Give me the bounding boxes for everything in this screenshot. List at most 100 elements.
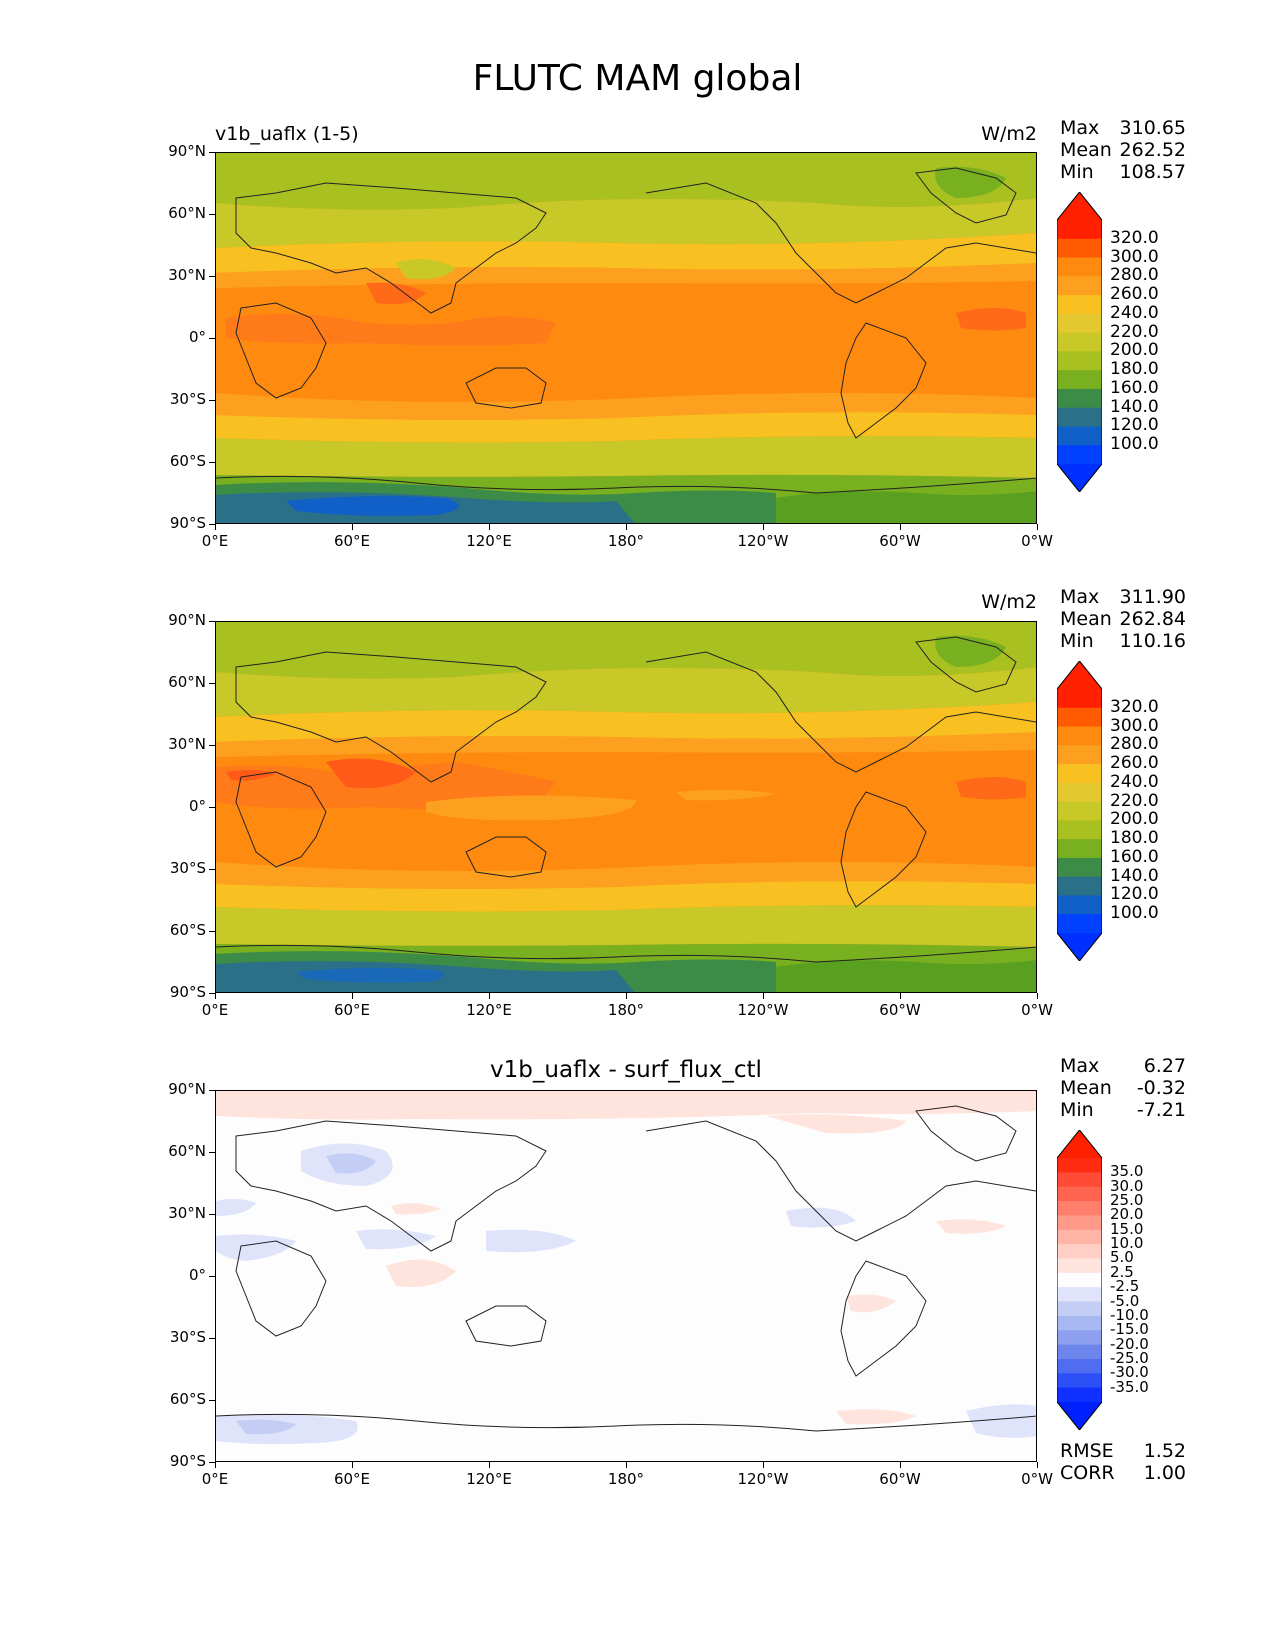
panel2-colorbar [1056,660,1103,962]
panel2-xtick-label: 180° [607,1001,645,1019]
panel3-colorbar-band [1057,1186,1102,1202]
panel1-xtick-label: 120°W [737,532,789,550]
panel2-xtick-label: 60°E [333,1001,371,1019]
panel1-stat-min-key: Min [1060,161,1094,183]
panel2-colorbar-label: 120.0 [1110,884,1159,905]
panel3-ytick-label: 30°S [169,1328,206,1346]
panel2-colorbar-label: 260.0 [1110,753,1159,774]
panel2-ytick-mark [209,807,215,809]
panel2-xtick-label: 60°W [879,1001,921,1019]
panel3-colorbar-band [1057,1172,1102,1188]
panel3-stat-corr-key: CORR [1060,1462,1115,1484]
panel3-stat-rmse-key: RMSE [1060,1440,1114,1462]
panel2-colorbar-label: 180.0 [1110,828,1159,849]
panel1-colorbar-band [1057,407,1102,427]
panel3-stat-mean: -0.32 [1136,1077,1186,1099]
panel3-title: v1b_uaflx - surf_flux_ctl [490,1057,762,1083]
panel3-colorbar-top-extend [1057,1130,1102,1158]
panel1-xtick-mark [489,524,491,530]
panel3-colorbar-band [1057,1301,1102,1317]
panel2-colorbar-band [1057,689,1102,709]
panel1-stat-max: 310.65 [1119,117,1186,139]
panel3-colorbar-band [1057,1201,1102,1216]
panel1-ytick-mark [209,214,215,216]
panel3-ytick-label: 60°S [169,1390,206,1408]
panel1-colorbar-band [1057,388,1102,409]
panel1-colorbar-band [1057,426,1102,446]
panel2-xtick-label: 0°E [201,1001,229,1019]
panel2-xtick-mark [215,993,217,999]
panel3-ytick-mark [209,1400,215,1402]
panel3-stat-rmse: 1.52 [1143,1440,1186,1462]
panel1-xtick-mark [215,524,217,530]
panel1-xtick-mark [352,524,354,530]
panel3-xtick-mark [900,1462,902,1468]
panel3-colorbar-label: 30.0 [1110,1176,1144,1195]
panel1-label: v1b_uaflx (1-5) [215,123,359,145]
panel3-ytick-label: 90°N [168,1080,206,1098]
panel2-map[interactable] [215,621,1037,993]
panel1-colorbar-band [1057,445,1102,465]
panel2-colorbar-label: 280.0 [1110,734,1159,755]
panel1-colorbar [1056,191,1103,493]
panel3-ytick-label: 0° [188,1266,206,1284]
panel3-colorbar-label: 20.0 [1110,1205,1144,1224]
panel1-colorbar-label: 180.0 [1110,359,1159,380]
panel1-xtick-mark [900,524,902,530]
panel1-colorbar-band [1057,351,1102,371]
panel3-ytick-mark [209,1276,215,1278]
panel2-colorbar-band [1057,782,1102,803]
panel2-colorbar-top-extend [1057,661,1102,689]
panel3-xtick-label: 120°E [466,1470,512,1488]
panel1-map[interactable] [215,152,1037,524]
panel3-map[interactable] [215,1090,1037,1462]
panel3-xtick-mark [626,1462,628,1468]
panel1-colorbar-band [1057,295,1102,315]
panel3-colorbar-label: 5.0 [1110,1248,1134,1267]
panel3-colorbar-label: 15.0 [1110,1219,1144,1238]
panel2-colorbar-band [1057,801,1102,821]
panel1-ytick-label: 0° [188,328,206,346]
panel2-ytick-label: 30°N [168,735,206,753]
panel3-ytick-label: 60°N [168,1142,206,1160]
panel2-ytick-mark [209,931,215,933]
panel2-colorbar-band [1057,707,1102,728]
panel2-colorbar-label: 140.0 [1110,865,1159,886]
panel2-xtick-mark [626,993,628,999]
panel2-ytick-mark [209,745,215,747]
panel2-colorbar-label: 200.0 [1110,809,1159,830]
panel3-xtick-label: 180° [607,1470,645,1488]
panel1-ytick-mark [209,524,215,526]
panel3-colorbar-label: -15.0 [1110,1320,1149,1339]
panel3-colorbar-band [1057,1373,1102,1389]
panel3-colorbar-band [1057,1315,1102,1331]
panel3-colorbar-label: 2.5 [1110,1262,1134,1281]
panel2-stat-min-key: Min [1060,630,1094,652]
panel1-colorbar-svg [1056,191,1103,493]
panel1-ytick-label: 60°N [168,204,206,222]
panel2-stat-max-key: Max [1060,586,1100,608]
panel3-colorbar-label: -10.0 [1110,1305,1149,1324]
panel3-colorbar [1056,1129,1103,1431]
panel2-colorbar-band [1057,820,1102,840]
panel2-colorbar-band [1057,745,1102,765]
panel2-colorbar-svg [1056,660,1103,962]
panel2-colorbar-band [1057,895,1102,915]
panel1-colorbar-label: 300.0 [1110,246,1159,267]
panel3-ytick-mark [209,1214,215,1216]
panel1-colorbar-band [1057,276,1102,296]
panel1-colorbar-label: 100.0 [1110,434,1159,455]
panel1-xtick-label: 180° [607,532,645,550]
panel3-xtick-mark [215,1462,217,1468]
panel1-stats: Max 310.65 Mean 262.52 Min 108.57 [1060,117,1186,183]
panel1-colorbar-label: 320.0 [1110,227,1159,248]
panel1-xtick-label: 0°E [201,532,229,550]
panel1-colorbar-label: 200.0 [1110,340,1159,361]
panel2-xtick-label: 120°W [737,1001,789,1019]
panel3-colorbar-label: 35.0 [1110,1162,1144,1181]
panel3-colorbar-label: -5.0 [1110,1291,1140,1310]
panel2-colorbar-band [1057,764,1102,784]
panel1-xtick-mark [763,524,765,530]
panel3-colorbar-band [1057,1158,1102,1173]
panel3-colorbar-label: -35.0 [1110,1377,1149,1396]
